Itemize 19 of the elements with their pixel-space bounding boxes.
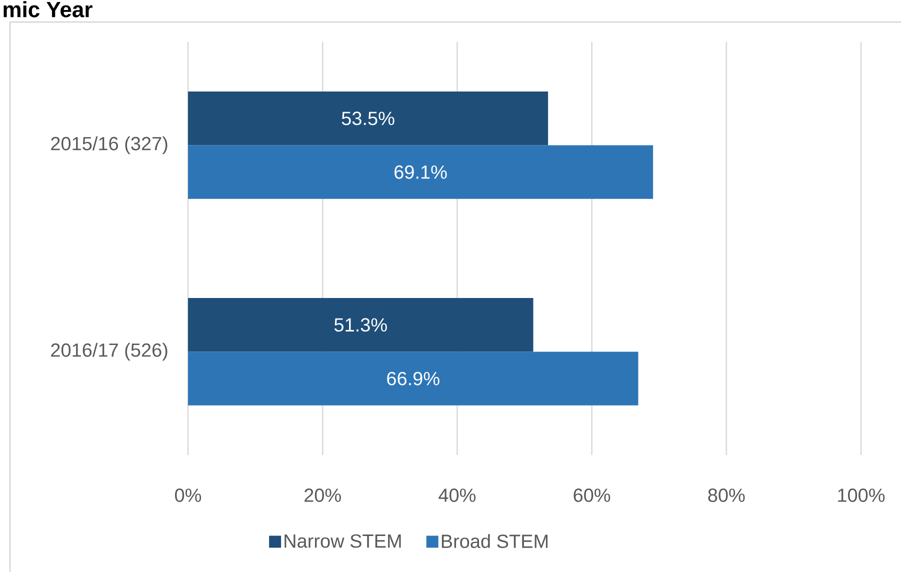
- bar: [188, 298, 534, 352]
- x-tick-label: 100%: [838, 488, 885, 502]
- bar: [188, 145, 654, 199]
- data-label: 51.3%: [334, 318, 387, 332]
- y-tick-label: 2016/17 (526): [51, 342, 168, 361]
- data-label: 66.9%: [387, 372, 440, 386]
- x-tick-label: 40%: [438, 488, 476, 502]
- bar: [188, 92, 548, 146]
- data-label: 69.1%: [394, 165, 447, 179]
- x-tick-label: 0%: [175, 488, 202, 502]
- bar: [188, 352, 638, 406]
- data-label: 53.5%: [342, 112, 394, 126]
- y-tick-label: 2015/16 (327): [51, 136, 168, 154]
- chart-title: mic Year: [4, 1, 92, 18]
- legend-label: Broad STEM: [442, 534, 548, 548]
- legend-label: Narrow STEM: [284, 534, 401, 548]
- x-tick-label: 20%: [304, 488, 341, 502]
- x-tick-label: 60%: [574, 488, 610, 502]
- x-tick-label: 80%: [708, 488, 745, 502]
